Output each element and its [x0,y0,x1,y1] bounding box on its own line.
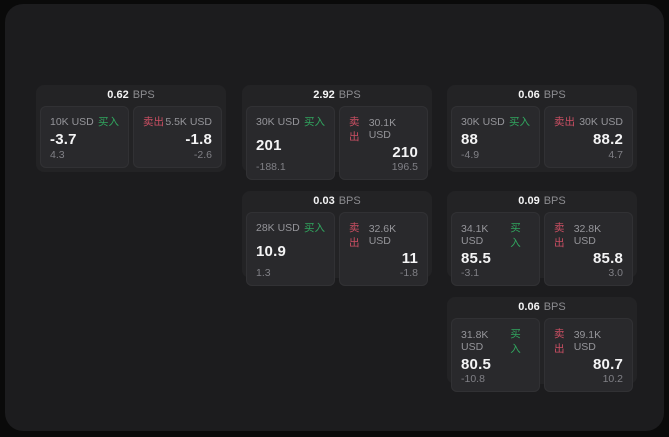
buy-delta: 4.3 [50,149,65,161]
quote-card: 0.06 BPS 31.8K USD 买入 80.5 -10.8 卖出 39.1… [447,297,637,392]
sell-panel[interactable]: 卖出 5.5K USD -1.8 -2.6 [133,106,222,168]
sell-label: 卖出 [554,222,565,249]
bps-unit: BPS [338,195,361,207]
bps-unit: BPS [543,89,566,101]
sell-price: 210 [392,144,418,161]
sell-panel[interactable]: 卖出 39.1K USD 80.7 10.2 [544,318,633,392]
bps-value: 0.06 [518,89,540,101]
buy-panel[interactable]: 31.8K USD 买入 80.5 -10.8 [451,318,540,392]
buy-delta: -4.9 [461,149,480,161]
card-header: 0.62 BPS [40,85,222,106]
buy-label: 买入 [510,222,521,249]
sell-amount: 32.8K USD [573,223,602,247]
card-header: 0.06 BPS [451,85,633,106]
buy-price: 201 [256,136,282,154]
sell-amount: 32.6K USD [368,223,397,247]
main-panel: 0.62 BPS 10K USD 买入 -3.7 4.3 卖出 5.5K USD… [5,4,664,431]
sell-price: 85.8 [593,250,623,267]
sell-delta: -1.8 [399,267,418,279]
sell-panel[interactable]: 卖出 32.6K USD 11 -1.8 [339,212,428,286]
bps-unit: BPS [132,89,155,101]
card-header: 2.92 BPS [246,85,428,106]
buy-delta: -188.1 [256,161,286,173]
buy-panel[interactable]: 30K USD 买入 201 -188.1 [246,106,335,180]
quote-card: 2.92 BPS 30K USD 买入 201 -188.1 卖出 30.1K … [242,85,432,180]
buy-delta: -10.8 [461,373,485,385]
sell-amount: 39.1K USD [573,329,602,353]
buy-price: 88 [461,130,479,148]
buy-delta: 1.3 [256,267,271,279]
sell-panel[interactable]: 卖出 30K USD 88.2 4.7 [544,106,633,168]
buy-price: 80.5 [461,356,491,373]
buy-label: 买入 [304,222,325,234]
bps-value: 2.92 [313,89,335,101]
sell-delta: 196.5 [391,161,418,173]
sell-delta: -2.6 [193,149,212,161]
bps-value: 0.62 [107,89,129,101]
card-header: 0.03 BPS [246,191,428,212]
buy-amount: 30K USD [256,115,300,128]
quote-card: 0.06 BPS 30K USD 买入 88 -4.9 卖出 30K USD 8… [447,85,637,172]
sell-label: 卖出 [349,116,360,143]
sell-panel[interactable]: 卖出 32.8K USD 85.8 3.0 [544,212,633,286]
bps-unit: BPS [543,301,566,313]
quote-card: 0.09 BPS 34.1K USD 买入 85.5 -3.1 卖出 32.8K… [447,191,637,286]
sell-price: 11 [401,250,418,267]
bps-unit: BPS [543,195,566,207]
sell-price: -1.8 [185,130,212,148]
buy-label: 买入 [98,116,119,128]
buy-panel[interactable]: 34.1K USD 买入 85.5 -3.1 [451,212,540,286]
bps-value: 0.09 [518,195,540,207]
buy-amount: 10K USD [50,115,94,128]
buy-panel[interactable]: 10K USD 买入 -3.7 4.3 [40,106,129,168]
buy-price: 10.9 [256,242,286,260]
buy-label: 买入 [510,328,521,355]
buy-delta: -3.1 [461,267,480,279]
buy-label: 买入 [304,116,325,128]
sell-panel[interactable]: 卖出 30.1K USD 210 196.5 [339,106,428,180]
sell-label: 卖出 [554,116,575,128]
card-header: 0.06 BPS [451,297,633,318]
sell-label: 卖出 [143,116,164,128]
bps-value: 0.06 [518,301,540,313]
quote-card: 0.62 BPS 10K USD 买入 -3.7 4.3 卖出 5.5K USD… [36,85,226,172]
bps-value: 0.03 [313,195,335,207]
buy-amount: 28K USD [256,221,300,234]
sell-label: 卖出 [554,328,565,355]
sell-price: 88.2 [593,130,623,148]
sell-amount: 30K USD [579,115,623,128]
sell-delta: 4.7 [608,149,623,161]
sell-delta: 10.2 [602,373,623,385]
card-header: 0.09 BPS [451,191,633,212]
sell-label: 卖出 [349,222,360,249]
sell-price: 80.7 [593,356,623,373]
bps-unit: BPS [338,89,361,101]
buy-amount: 30K USD [461,115,505,128]
sell-delta: 3.0 [608,267,623,279]
buy-label: 买入 [509,116,530,128]
sell-amount: 30.1K USD [368,117,397,141]
buy-price: -3.7 [50,130,77,148]
buy-amount: 34.1K USD [461,223,489,247]
quote-card: 0.03 BPS 28K USD 买入 10.9 1.3 卖出 32.6K US… [242,191,432,286]
buy-price: 85.5 [461,250,491,267]
buy-amount: 31.8K USD [461,329,489,353]
buy-panel[interactable]: 28K USD 买入 10.9 1.3 [246,212,335,286]
buy-panel[interactable]: 30K USD 买入 88 -4.9 [451,106,540,168]
sell-amount: 5.5K USD [165,115,212,128]
